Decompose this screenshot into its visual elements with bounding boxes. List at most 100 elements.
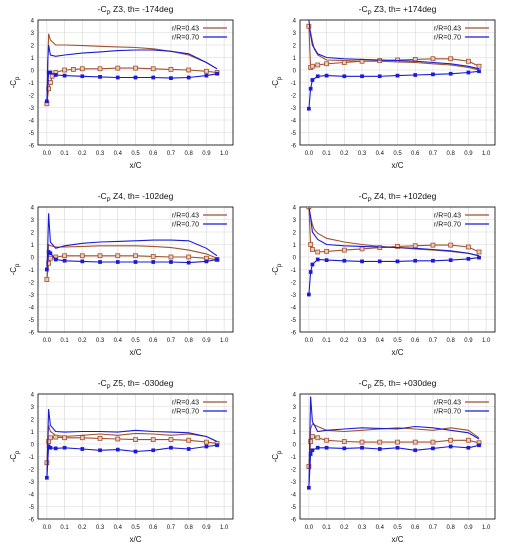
data-point — [342, 446, 347, 451]
x-tick-label: 0.7 — [429, 338, 438, 344]
data-point — [53, 73, 58, 77]
panel-1: 4 3 2 1 0 -1 -2 -3 -4 -5 -6 0.0 0.1 0.2 0.3 0.4 0.5 0.6 0.… — [9, 4, 234, 170]
x-tick-label: 0.5 — [131, 151, 140, 157]
x-tick-label: 1.0 — [220, 338, 229, 344]
x-tick-label: 0.4 — [114, 525, 123, 531]
legend-label: r/R=0.70 — [172, 35, 199, 42]
data-point — [215, 443, 219, 448]
data-layer — [306, 207, 482, 297]
x-tick-label: 0.8 — [185, 338, 194, 344]
data-point — [186, 254, 192, 260]
data-point — [186, 260, 191, 265]
series-line-lower — [46, 436, 218, 463]
data-point — [308, 439, 314, 444]
panel-2: 4 3 2 1 0 -1 -2 -3 -4 -5 -6 0.0 0.1 0.2 0.3 0.4 0.5 0.6 0.… — [271, 4, 496, 170]
x-tick-label: 0.7 — [429, 525, 438, 531]
data-point — [80, 447, 85, 451]
legend-label: r/R=0.70 — [434, 409, 461, 416]
data-point — [62, 435, 67, 441]
x-tick-label: 0.9 — [202, 338, 211, 344]
series-line-lower — [46, 250, 218, 270]
data-point — [431, 72, 435, 77]
data-point — [97, 253, 103, 259]
data-point — [476, 249, 482, 255]
series-line-upper — [46, 44, 218, 102]
legend-label: r/R=0.70 — [172, 409, 199, 416]
data-point — [430, 56, 436, 62]
series-line-upper — [46, 408, 218, 478]
series-line-upper — [308, 20, 480, 70]
data-point — [324, 258, 329, 262]
x-tick-label: 0.2 — [340, 151, 349, 157]
panel-title: -CP Z5, th= -030deg — [98, 378, 174, 391]
y-tick-label: 4 — [293, 206, 297, 212]
x-tick-label: 0.8 — [447, 151, 456, 157]
y-tick-label: -3 — [291, 106, 297, 112]
x-tick-label: 0.4 — [114, 151, 123, 157]
series-line-lower — [46, 444, 218, 478]
data-layer — [44, 213, 220, 282]
y-tick-label: -3 — [291, 480, 297, 486]
x-tick-label: 0.8 — [447, 338, 456, 344]
x-tick-label: 0.4 — [376, 151, 385, 157]
y-tick-label: -1 — [29, 81, 35, 87]
data-point — [466, 257, 471, 261]
panel-title: -CP Z4, th= +102deg — [359, 191, 437, 204]
data-point — [186, 447, 191, 451]
data-point — [341, 247, 347, 253]
x-tick-label: 0.9 — [202, 525, 211, 531]
panel-title-suffix: Z5, th= +030deg — [372, 378, 437, 388]
y-tick-label: -5 — [291, 505, 297, 511]
y-axis-label-sub: p — [15, 76, 21, 80]
x-tick-label: 0.2 — [78, 338, 87, 344]
data-point — [412, 439, 418, 445]
x-tick-label: 0.9 — [464, 151, 473, 157]
data-point — [324, 437, 329, 443]
y-tick-label: -4 — [29, 306, 35, 312]
y-tick-label: 3 — [31, 405, 35, 411]
data-point — [308, 86, 313, 91]
x-tick-label: 0.6 — [411, 525, 420, 531]
y-tick-label: 2 — [293, 418, 297, 424]
data-point — [48, 255, 53, 261]
data-point — [315, 435, 321, 441]
data-layer — [306, 396, 482, 490]
x-tick-label: 0.2 — [340, 525, 349, 531]
y-tick-label: 1 — [293, 243, 297, 249]
data-point — [315, 249, 321, 255]
data-point — [310, 434, 315, 439]
data-point — [359, 439, 365, 445]
y-axis-label-main: -C — [271, 454, 280, 463]
data-point — [150, 66, 156, 72]
data-point — [204, 68, 209, 74]
panel-3: 4 3 2 1 0 -1 -2 -3 -4 -5 -6 0.0 0.1 0.2 0.3 0.4 0.5 0.6 0.… — [9, 191, 234, 357]
panel-title-suffix: Z4, th= -102deg — [111, 191, 174, 201]
data-point — [377, 447, 382, 451]
data-point — [48, 445, 53, 450]
data-point — [48, 251, 53, 256]
data-point — [395, 73, 400, 78]
data-point — [412, 243, 418, 249]
y-tick-label: 0 — [293, 443, 297, 449]
panel-title-sub: P — [368, 198, 372, 204]
y-tick-label: -6 — [291, 518, 297, 524]
data-point — [168, 254, 174, 260]
plot-frame — [299, 393, 496, 520]
x-tick-label: 0.5 — [131, 338, 140, 344]
data-point — [377, 74, 382, 79]
x-tick-label: 0.7 — [429, 151, 438, 157]
x-tick-label: 0.4 — [376, 525, 385, 531]
x-tick-label: 0.6 — [149, 338, 158, 344]
y-tick-label: 4 — [293, 393, 297, 399]
series-line-lower — [308, 70, 480, 109]
data-point — [315, 257, 320, 262]
x-tick-label: 1.0 — [220, 151, 229, 157]
data-point — [430, 242, 436, 248]
data-point — [448, 258, 453, 262]
x-tick-label: 0.3 — [358, 338, 367, 344]
y-tick-label: -5 — [29, 505, 35, 511]
y-axis-label-main: -C — [271, 80, 280, 89]
data-point — [53, 434, 59, 440]
data-point — [204, 439, 209, 445]
y-tick-label: -1 — [29, 455, 35, 461]
